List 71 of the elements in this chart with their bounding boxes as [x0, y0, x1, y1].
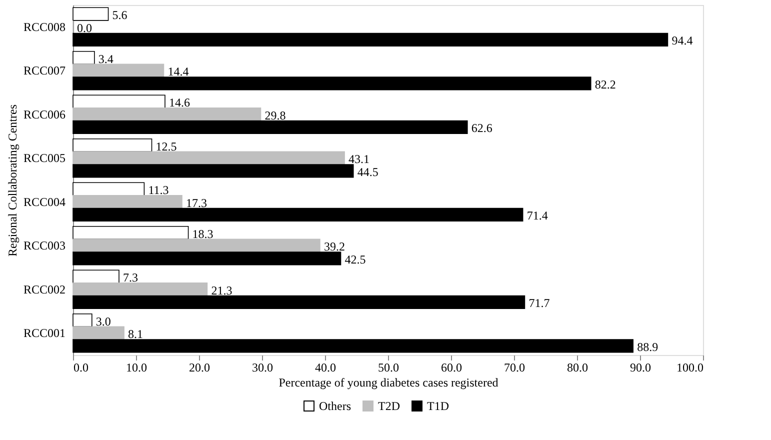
data-label: 5.6 — [112, 8, 128, 22]
bar — [72, 208, 524, 222]
data-label: 94.4 — [672, 34, 693, 48]
bar — [72, 238, 320, 252]
data-label: 7.3 — [122, 270, 138, 285]
x-tick-label: 80.0 — [567, 360, 588, 374]
data-label: 3.4 — [98, 52, 114, 66]
x-tick-label: 60.0 — [441, 360, 462, 374]
data-label: 17.3 — [186, 196, 207, 210]
data-label: 43.1 — [348, 152, 370, 166]
data-label: 82.2 — [594, 77, 616, 92]
bar — [72, 164, 354, 178]
y-tick-label: RCC007 — [23, 64, 66, 78]
bar — [72, 120, 468, 134]
data-label: 42.5 — [344, 252, 366, 266]
x-tick-label: 40.0 — [315, 360, 336, 374]
data-label: 71.7 — [528, 296, 550, 310]
x-tick-label: 70.0 — [504, 360, 525, 374]
y-tick-label: RCC004 — [23, 194, 66, 209]
y-tick-label: RCC003 — [23, 238, 66, 253]
x-tick-label: 0.0 — [74, 360, 88, 374]
y-tick-label: RCC006 — [23, 107, 66, 122]
data-label: 14.6 — [168, 96, 190, 110]
x-axis-title: Percentage of young diabetes cases registered — [278, 376, 498, 390]
bar — [72, 76, 592, 90]
data-label: 44.5 — [357, 164, 378, 179]
data-label: 11.3 — [148, 183, 169, 198]
x-tick-label: 100.0 — [676, 360, 704, 374]
y-tick-label: RCC002 — [23, 282, 66, 296]
bar — [72, 182, 145, 196]
data-label: 8.1 — [128, 327, 144, 342]
data-label: 62.6 — [471, 121, 492, 136]
bar — [72, 94, 166, 108]
bar — [72, 195, 182, 209]
bar — [72, 295, 526, 310]
data-label: 14.4 — [168, 64, 189, 79]
legend-label: T1D — [427, 399, 450, 413]
legend-label: T2D — [378, 399, 400, 413]
bar — [72, 138, 152, 152]
bar — [72, 313, 92, 328]
bar — [72, 50, 95, 65]
bar — [72, 151, 345, 165]
data-label: 71.4 — [526, 208, 548, 223]
x-tick-label: 20.0 — [189, 360, 210, 374]
y-tick-label: RCC008 — [23, 20, 66, 34]
data-label: 3.0 — [96, 314, 111, 328]
y-tick-label: RCC001 — [23, 326, 66, 340]
bar — [72, 32, 668, 47]
bar — [72, 64, 164, 78]
data-label: 0.0 — [77, 20, 92, 35]
data-label: 21.3 — [211, 283, 232, 298]
bar — [72, 108, 262, 122]
bar — [72, 339, 634, 353]
legend-label: Others — [319, 399, 352, 413]
x-tick-label: 50.0 — [378, 360, 399, 374]
data-label: 18.3 — [192, 226, 214, 241]
bar — [72, 226, 189, 240]
bar — [72, 326, 124, 340]
data-label: 12.5 — [156, 139, 177, 154]
y-axis-title: Regional Collaborating Centres — [5, 104, 20, 256]
data-label: 29.8 — [264, 108, 286, 122]
bar — [72, 270, 120, 284]
x-tick-label: 30.0 — [252, 360, 273, 374]
bar — [72, 282, 208, 296]
bar — [72, 7, 109, 21]
bar — [72, 252, 342, 266]
data-label: 88.9 — [637, 340, 658, 354]
x-tick-label: 10.0 — [126, 360, 147, 374]
x-tick-label: 90.0 — [630, 360, 651, 374]
data-label: 39.2 — [324, 240, 345, 254]
y-tick-label: RCC005 — [23, 151, 66, 166]
